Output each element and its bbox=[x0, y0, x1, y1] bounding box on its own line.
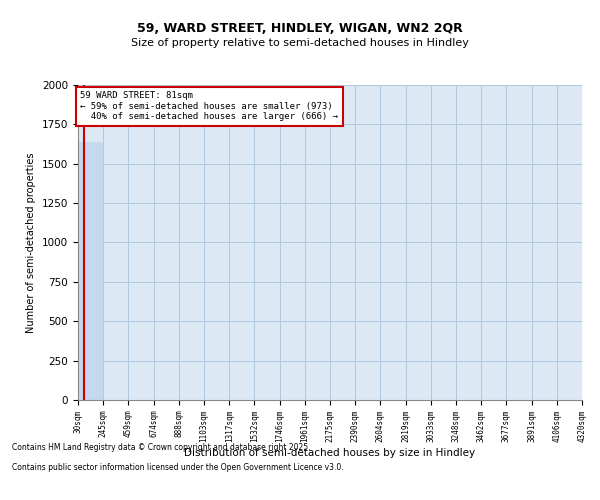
Text: 59, WARD STREET, HINDLEY, WIGAN, WN2 2QR: 59, WARD STREET, HINDLEY, WIGAN, WN2 2QR bbox=[137, 22, 463, 36]
Bar bbox=[79, 142, 103, 400]
Text: Contains public sector information licensed under the Open Government Licence v3: Contains public sector information licen… bbox=[12, 462, 344, 471]
X-axis label: Distribution of semi-detached houses by size in Hindley: Distribution of semi-detached houses by … bbox=[184, 448, 476, 458]
Y-axis label: Number of semi-detached properties: Number of semi-detached properties bbox=[26, 152, 37, 333]
Text: Contains HM Land Registry data © Crown copyright and database right 2025.: Contains HM Land Registry data © Crown c… bbox=[12, 442, 311, 452]
Text: Size of property relative to semi-detached houses in Hindley: Size of property relative to semi-detach… bbox=[131, 38, 469, 48]
Text: 59 WARD STREET: 81sqm
← 59% of semi-detached houses are smaller (973)
  40% of s: 59 WARD STREET: 81sqm ← 59% of semi-deta… bbox=[80, 92, 338, 121]
